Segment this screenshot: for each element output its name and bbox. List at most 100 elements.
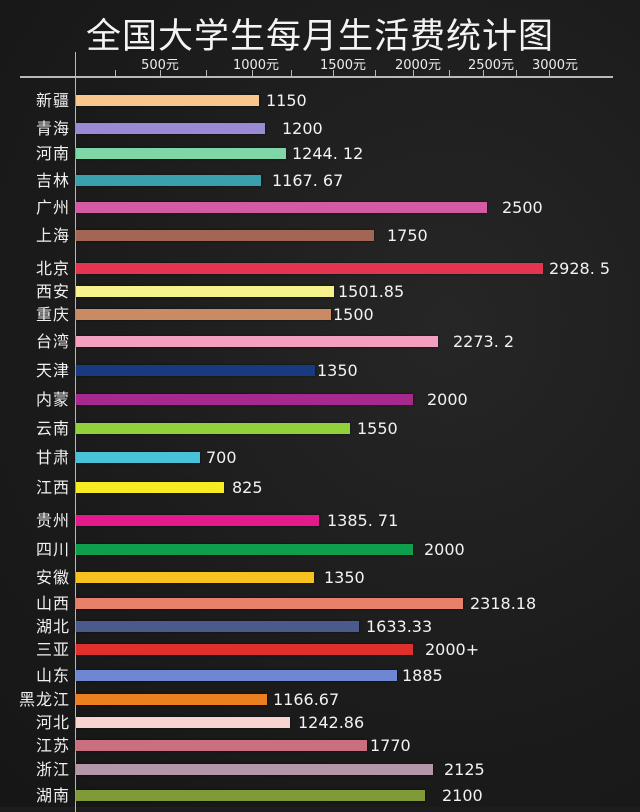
- bar: [76, 598, 463, 609]
- value-label: 1500: [333, 305, 374, 324]
- bar-row: 浙江 2125: [0, 758, 640, 782]
- bar: [76, 544, 413, 555]
- value-label: 1350: [317, 361, 358, 380]
- bar: [76, 175, 261, 186]
- value-label: 1633.33: [366, 617, 433, 636]
- x-axis-tick: [160, 70, 161, 76]
- bar: [76, 572, 314, 583]
- value-label: 1501.85: [338, 282, 405, 301]
- x-axis-minor-tick: [115, 70, 116, 76]
- bar: [76, 365, 315, 376]
- bar: [76, 694, 267, 705]
- value-label: 1244. 12: [292, 144, 364, 163]
- category-label: 西安: [35, 282, 70, 301]
- bar-row: 天津 1350: [0, 359, 640, 383]
- x-axis-tick-label: 1500元: [319, 58, 367, 73]
- category-label: 四川: [35, 540, 70, 559]
- category-label: 三亚: [35, 640, 70, 659]
- category-label: 吉林: [35, 171, 70, 190]
- bar-row: 贵州 1385. 71: [0, 509, 640, 533]
- category-label: 河南: [35, 144, 70, 163]
- x-axis-minor-tick: [449, 70, 450, 76]
- value-label: 1166.67: [273, 690, 340, 709]
- bar: [76, 423, 350, 434]
- category-label: 重庆: [35, 305, 70, 324]
- x-axis-tick: [483, 70, 484, 76]
- x-axis-tick: [413, 70, 414, 76]
- x-axis-tick: [252, 70, 253, 76]
- chart-title: 全国大学生每月生活费统计图: [85, 17, 554, 57]
- bar-row: 台湾 2273. 2: [0, 330, 640, 354]
- bar-row: 山东 1885: [0, 664, 640, 688]
- bar: [76, 515, 319, 526]
- bar-row: 河南 1244. 12: [0, 142, 640, 166]
- category-label: 山西: [35, 594, 70, 613]
- bar: [76, 764, 433, 775]
- value-label: 1550: [357, 419, 398, 438]
- category-label: 湖南: [35, 786, 70, 805]
- category-label: 山东: [35, 666, 70, 685]
- bar-row: 广州 2500: [0, 196, 640, 220]
- bar-row: 重庆 1500: [0, 303, 640, 327]
- value-label: 2500: [502, 198, 543, 217]
- x-axis-tick-label: 2500元: [467, 58, 515, 73]
- bar: [76, 309, 331, 320]
- bar-row: 江西 825: [0, 476, 640, 500]
- category-label: 浙江: [35, 760, 70, 779]
- bar-row: 西安 1501.85: [0, 280, 640, 304]
- x-axis-tick-label: 2000元: [394, 58, 442, 73]
- value-label: 2928. 5: [549, 259, 611, 278]
- bar: [76, 230, 374, 241]
- bar: [76, 286, 334, 297]
- category-label: 安徽: [35, 568, 70, 587]
- bar-row: 安徽 1350: [0, 566, 640, 590]
- value-label: 1750: [387, 226, 428, 245]
- x-axis-minor-tick: [206, 70, 207, 76]
- bar: [76, 740, 367, 751]
- value-label: 1385. 71: [327, 511, 399, 530]
- x-axis-minor-tick: [375, 70, 376, 76]
- bar-row: 河北 1242.86: [0, 711, 640, 735]
- x-axis-tick-label: 3000元: [531, 58, 579, 73]
- category-label: 上海: [35, 226, 70, 245]
- x-axis-tick: [333, 70, 334, 76]
- category-label: 贵州: [35, 511, 70, 530]
- x-axis-tick-label: 500元: [141, 58, 179, 73]
- bar: [76, 621, 359, 632]
- category-label: 北京: [35, 259, 70, 278]
- bar-row: 北京 2928. 5: [0, 257, 640, 281]
- bar: [76, 202, 487, 213]
- bar-row: 云南 1550: [0, 417, 640, 441]
- bar: [76, 336, 438, 347]
- bar-row: 四川 2000: [0, 538, 640, 562]
- category-label: 湖北: [35, 617, 70, 636]
- bar-row: 青海 1200: [0, 117, 640, 141]
- value-label: 1150: [266, 91, 307, 110]
- category-label: 青海: [35, 119, 70, 138]
- bar: [76, 717, 290, 728]
- bar-row: 湖南 2100: [0, 784, 640, 808]
- value-label: 2000: [424, 540, 465, 559]
- category-label: 河北: [35, 713, 70, 732]
- category-label: 云南: [35, 419, 70, 438]
- x-axis-line: [20, 76, 613, 78]
- value-label: 700: [206, 448, 237, 467]
- bar-row: 江苏 1770: [0, 734, 640, 758]
- bar: [76, 670, 397, 681]
- bar: [76, 482, 224, 493]
- bar: [76, 263, 543, 274]
- category-label: 新疆: [35, 91, 70, 110]
- value-label: 2100: [442, 786, 483, 805]
- category-label: 台湾: [35, 332, 70, 351]
- bar-row: 上海 1750: [0, 224, 640, 248]
- y-axis-line: [75, 52, 76, 812]
- bar-row: 三亚 2000+: [0, 638, 640, 662]
- category-label: 江西: [35, 478, 70, 497]
- bar: [76, 790, 425, 801]
- category-label: 江苏: [35, 736, 70, 755]
- bar-row: 内蒙 2000: [0, 388, 640, 412]
- category-label: 内蒙: [35, 390, 70, 409]
- value-label: 2000+: [425, 640, 480, 659]
- value-label: 2000: [427, 390, 468, 409]
- x-axis-tick: [549, 70, 550, 76]
